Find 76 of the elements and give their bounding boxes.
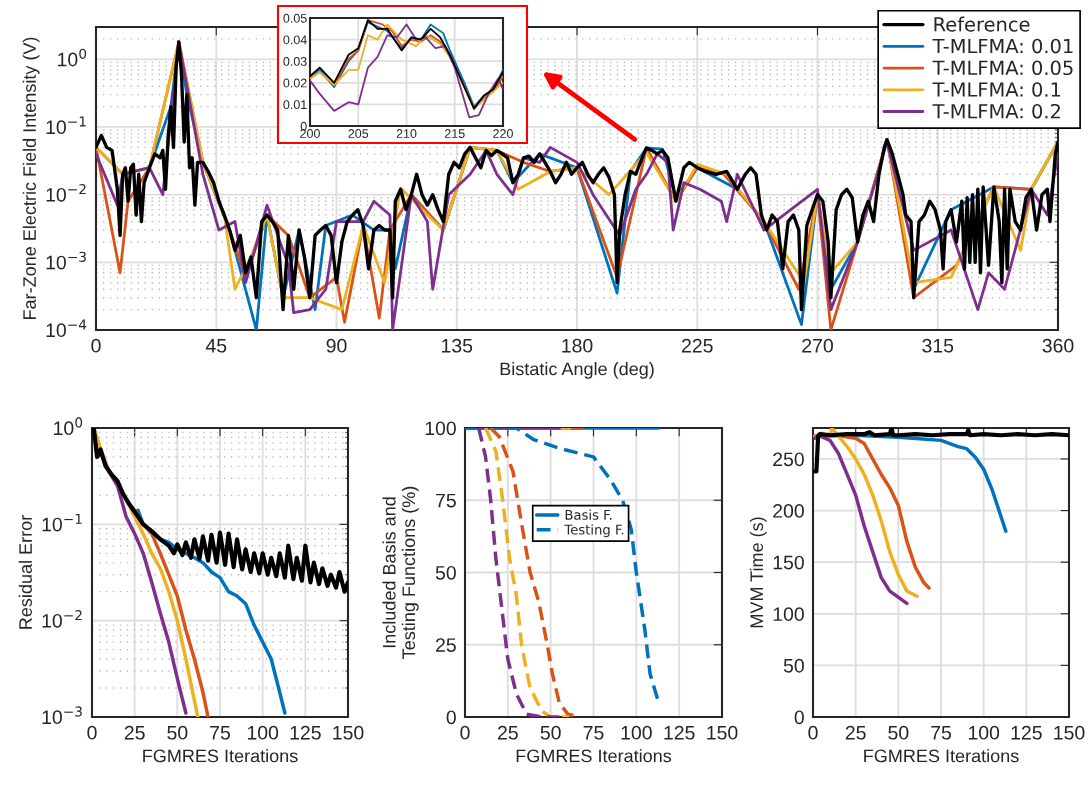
x-tick-label: 50	[167, 725, 188, 740]
y-tick-label: 50	[783, 658, 804, 673]
x-tick-label: 45	[205, 339, 227, 353]
y-tick-label: 0.03	[283, 57, 307, 66]
y-tick-label: 10$^{−3}$	[46, 251, 86, 270]
y-tick-label: 250	[773, 452, 804, 467]
x-tick-label: 270	[802, 338, 833, 353]
x-tick-label: 215	[444, 129, 465, 138]
y-tick-label: 10$^{−3}$	[42, 706, 82, 725]
x-tick-label: 75	[931, 726, 951, 740]
x-axis-title: FGMRES Iterations	[516, 749, 672, 763]
legend-label: T-MLFMA: 0.1	[932, 82, 1061, 97]
x-tick-label: 150	[333, 725, 364, 740]
legend-label: T-MLFMA: 0.2	[932, 103, 1060, 119]
x-tick-label: 205	[348, 129, 369, 138]
y-tick-label: 0	[300, 121, 307, 131]
y-tick-label: 0	[446, 710, 456, 725]
x-tick-label: 0	[808, 725, 818, 740]
y-tick-label: 10$^{−1}$	[46, 116, 86, 135]
y-tick-label: 0.05	[283, 13, 307, 23]
y-axis-title: Residual Error	[18, 515, 32, 629]
x-tick-label: 100	[247, 725, 279, 740]
x-tick-label: 100	[621, 725, 652, 740]
x-tick-label: 150	[707, 725, 738, 740]
x-tick-label: 125	[664, 725, 695, 740]
y-axis-title: MVM Time (s)	[749, 517, 767, 628]
y-tick-label: 100	[425, 421, 456, 436]
y-tick-label: 10$^{0}$	[54, 417, 83, 436]
y-tick-label: 150	[773, 555, 804, 570]
x-tick-label: 210	[396, 129, 417, 138]
legend-label: Basis F.	[565, 509, 612, 520]
x-tick-label: 125	[1011, 725, 1042, 740]
legend-label: T-MLFMA: 0.05	[932, 60, 1073, 76]
y-tick-label: 0.04	[283, 35, 307, 45]
y-tick-label: 10$^{−2}$	[42, 610, 82, 628]
x-tick-label: 0	[460, 725, 470, 740]
y-tick-label: 10$^{−1}$	[42, 513, 82, 532]
x-tick-label: 25	[845, 725, 866, 740]
x-tick-label: 200	[300, 129, 320, 138]
x-tick-label: 50	[540, 725, 561, 740]
x-tick-label: 25	[498, 725, 518, 740]
x-tick-label: 150	[1054, 725, 1085, 740]
y-tick-label: 0.02	[283, 78, 307, 88]
y-tick-label: 10$^{−4}$	[46, 319, 87, 338]
x-tick-label: 0	[87, 725, 97, 740]
y-tick-label: 100	[773, 607, 804, 622]
y-tick-label: 25	[436, 638, 456, 652]
y-axis-title: Included Basis and Testing Functions (%)	[382, 486, 419, 659]
x-tick-label: 125	[290, 725, 321, 740]
y-tick-label: 10$^{−2}$	[46, 184, 86, 202]
x-tick-label: 315	[922, 338, 954, 353]
y-tick-label: 10$^{0}$	[58, 48, 87, 67]
y-tick-label: 200	[773, 504, 804, 518]
x-tick-label: 360	[1042, 338, 1074, 353]
x-tick-label: 75	[583, 726, 604, 740]
x-tick-label: 220	[493, 129, 513, 138]
x-tick-label: 100	[968, 725, 1000, 740]
legend-label: T-MLFMA: 0.01	[932, 38, 1073, 54]
legend-label: Reference	[934, 16, 1030, 32]
x-axis-title: FGMRES Iterations	[864, 749, 1019, 763]
y-axis-title: Far-Zone Electric Field Intensity (V)	[22, 37, 40, 319]
x-tick-label: 90	[326, 338, 347, 353]
legend-label: Testing F.	[564, 524, 624, 538]
x-tick-label: 225	[682, 338, 713, 353]
x-tick-label: 50	[888, 725, 909, 740]
y-tick-label: 50	[435, 565, 456, 580]
x-axis-title: Bistatic Angle (deg)	[500, 362, 654, 379]
x-tick-label: 180	[562, 338, 593, 353]
x-tick-label: 0	[91, 338, 101, 353]
x-tick-label: 75	[210, 726, 230, 740]
y-tick-label: 0	[794, 710, 804, 725]
y-tick-label: 0.01	[283, 100, 307, 110]
x-tick-label: 135	[442, 338, 473, 353]
y-tick-label: 75	[436, 493, 456, 508]
x-tick-label: 25	[124, 725, 145, 740]
x-axis-title: FGMRES Iterations	[143, 749, 298, 763]
